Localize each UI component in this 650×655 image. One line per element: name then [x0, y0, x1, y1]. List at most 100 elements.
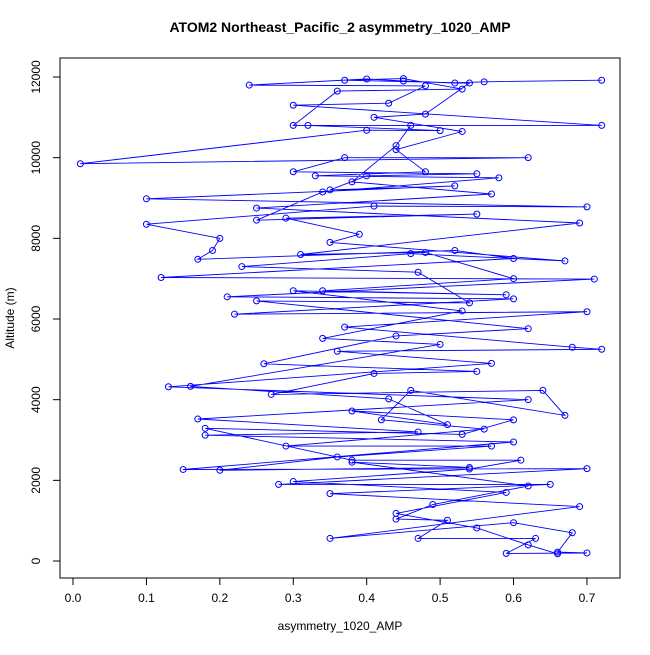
- x-tick-label: 0.0: [65, 591, 82, 605]
- data-point: [319, 334, 327, 342]
- data-point: [385, 99, 393, 107]
- data-point: [260, 360, 268, 368]
- data-point: [510, 416, 518, 424]
- data-point: [231, 310, 239, 318]
- y-tick-label: 12000: [29, 60, 43, 94]
- data-point: [473, 210, 481, 218]
- data-point: [223, 293, 231, 301]
- data-point: [480, 425, 488, 433]
- data-point: [488, 442, 496, 450]
- data-point: [583, 465, 591, 473]
- data-point: [326, 534, 334, 542]
- data-point: [576, 503, 584, 511]
- data-point: [370, 369, 378, 377]
- data-point: [443, 421, 451, 429]
- data-point: [568, 529, 576, 537]
- data-point: [348, 178, 356, 186]
- data-point: [539, 386, 547, 394]
- data-point: [238, 263, 246, 271]
- data-point: [451, 79, 459, 87]
- data-point: [561, 411, 569, 419]
- data-point: [407, 250, 415, 258]
- data-point: [348, 407, 356, 415]
- data-point: [473, 367, 481, 375]
- data-point: [253, 204, 261, 212]
- data-point: [333, 87, 341, 95]
- data-point: [421, 110, 429, 118]
- x-tick-label: 0.6: [505, 591, 522, 605]
- plot-frame: [59, 57, 621, 579]
- data-line: [80, 78, 602, 555]
- data-point: [583, 549, 591, 557]
- data-point: [407, 386, 415, 394]
- data-point: [414, 534, 422, 542]
- y-tick-label: 8000: [29, 225, 43, 252]
- data-point: [465, 299, 473, 307]
- data-point: [275, 480, 283, 488]
- y-tick-label: 10000: [29, 141, 43, 175]
- data-point: [142, 220, 150, 228]
- data-point: [392, 146, 400, 154]
- data-point: [510, 275, 518, 283]
- data-point: [194, 415, 202, 423]
- x-tick-label: 0.2: [211, 591, 228, 605]
- data-point: [179, 465, 187, 473]
- data-point: [590, 275, 598, 283]
- data-point: [458, 430, 466, 438]
- data-point: [341, 154, 349, 162]
- data-point: [253, 216, 261, 224]
- data-point: [576, 219, 584, 227]
- data-point: [326, 238, 334, 246]
- data-point: [473, 524, 481, 532]
- y-axis-label: Altitude (m): [3, 287, 17, 348]
- data-point: [333, 347, 341, 355]
- data-point: [502, 291, 510, 299]
- data-point: [465, 79, 473, 87]
- data-point: [583, 308, 591, 316]
- data-point: [311, 172, 319, 180]
- data-point: [524, 482, 532, 490]
- data-point: [76, 160, 84, 168]
- data-point: [289, 101, 297, 109]
- x-tick-label: 0.5: [432, 591, 449, 605]
- data-point: [319, 287, 327, 295]
- data-point: [421, 168, 429, 176]
- x-tick-label: 0.4: [358, 591, 375, 605]
- data-point: [164, 383, 172, 391]
- data-point: [414, 428, 422, 436]
- y-tick-label: 6000: [29, 305, 43, 332]
- data-point: [451, 182, 459, 190]
- data-point: [289, 478, 297, 486]
- data-point: [289, 168, 297, 176]
- data-point: [480, 78, 488, 86]
- data-point: [495, 174, 503, 182]
- data-point: [370, 113, 378, 121]
- data-point: [443, 516, 451, 524]
- data-point: [465, 465, 473, 473]
- data-point: [392, 509, 400, 517]
- data-point: [524, 541, 532, 549]
- data-point: [598, 121, 606, 129]
- data-point: [598, 345, 606, 353]
- y-tick-label: 0: [29, 557, 43, 564]
- data-point: [473, 170, 481, 178]
- data-point: [392, 142, 400, 150]
- data-point: [546, 480, 554, 488]
- data-point: [326, 186, 334, 194]
- data-point: [436, 127, 444, 135]
- data-point: [407, 121, 415, 129]
- x-tick-label: 0.1: [138, 591, 155, 605]
- data-point: [458, 127, 466, 135]
- data-point: [524, 325, 532, 333]
- x-tick-label: 0.3: [285, 591, 302, 605]
- data-point: [421, 248, 429, 256]
- data-point: [568, 343, 576, 351]
- data-point: [421, 82, 429, 90]
- data-point: [142, 195, 150, 203]
- data-point: [326, 490, 334, 498]
- data-point: [554, 550, 562, 558]
- data-point: [253, 297, 261, 305]
- data-point: [267, 390, 275, 398]
- data-point: [510, 519, 518, 527]
- data-point: [510, 255, 518, 263]
